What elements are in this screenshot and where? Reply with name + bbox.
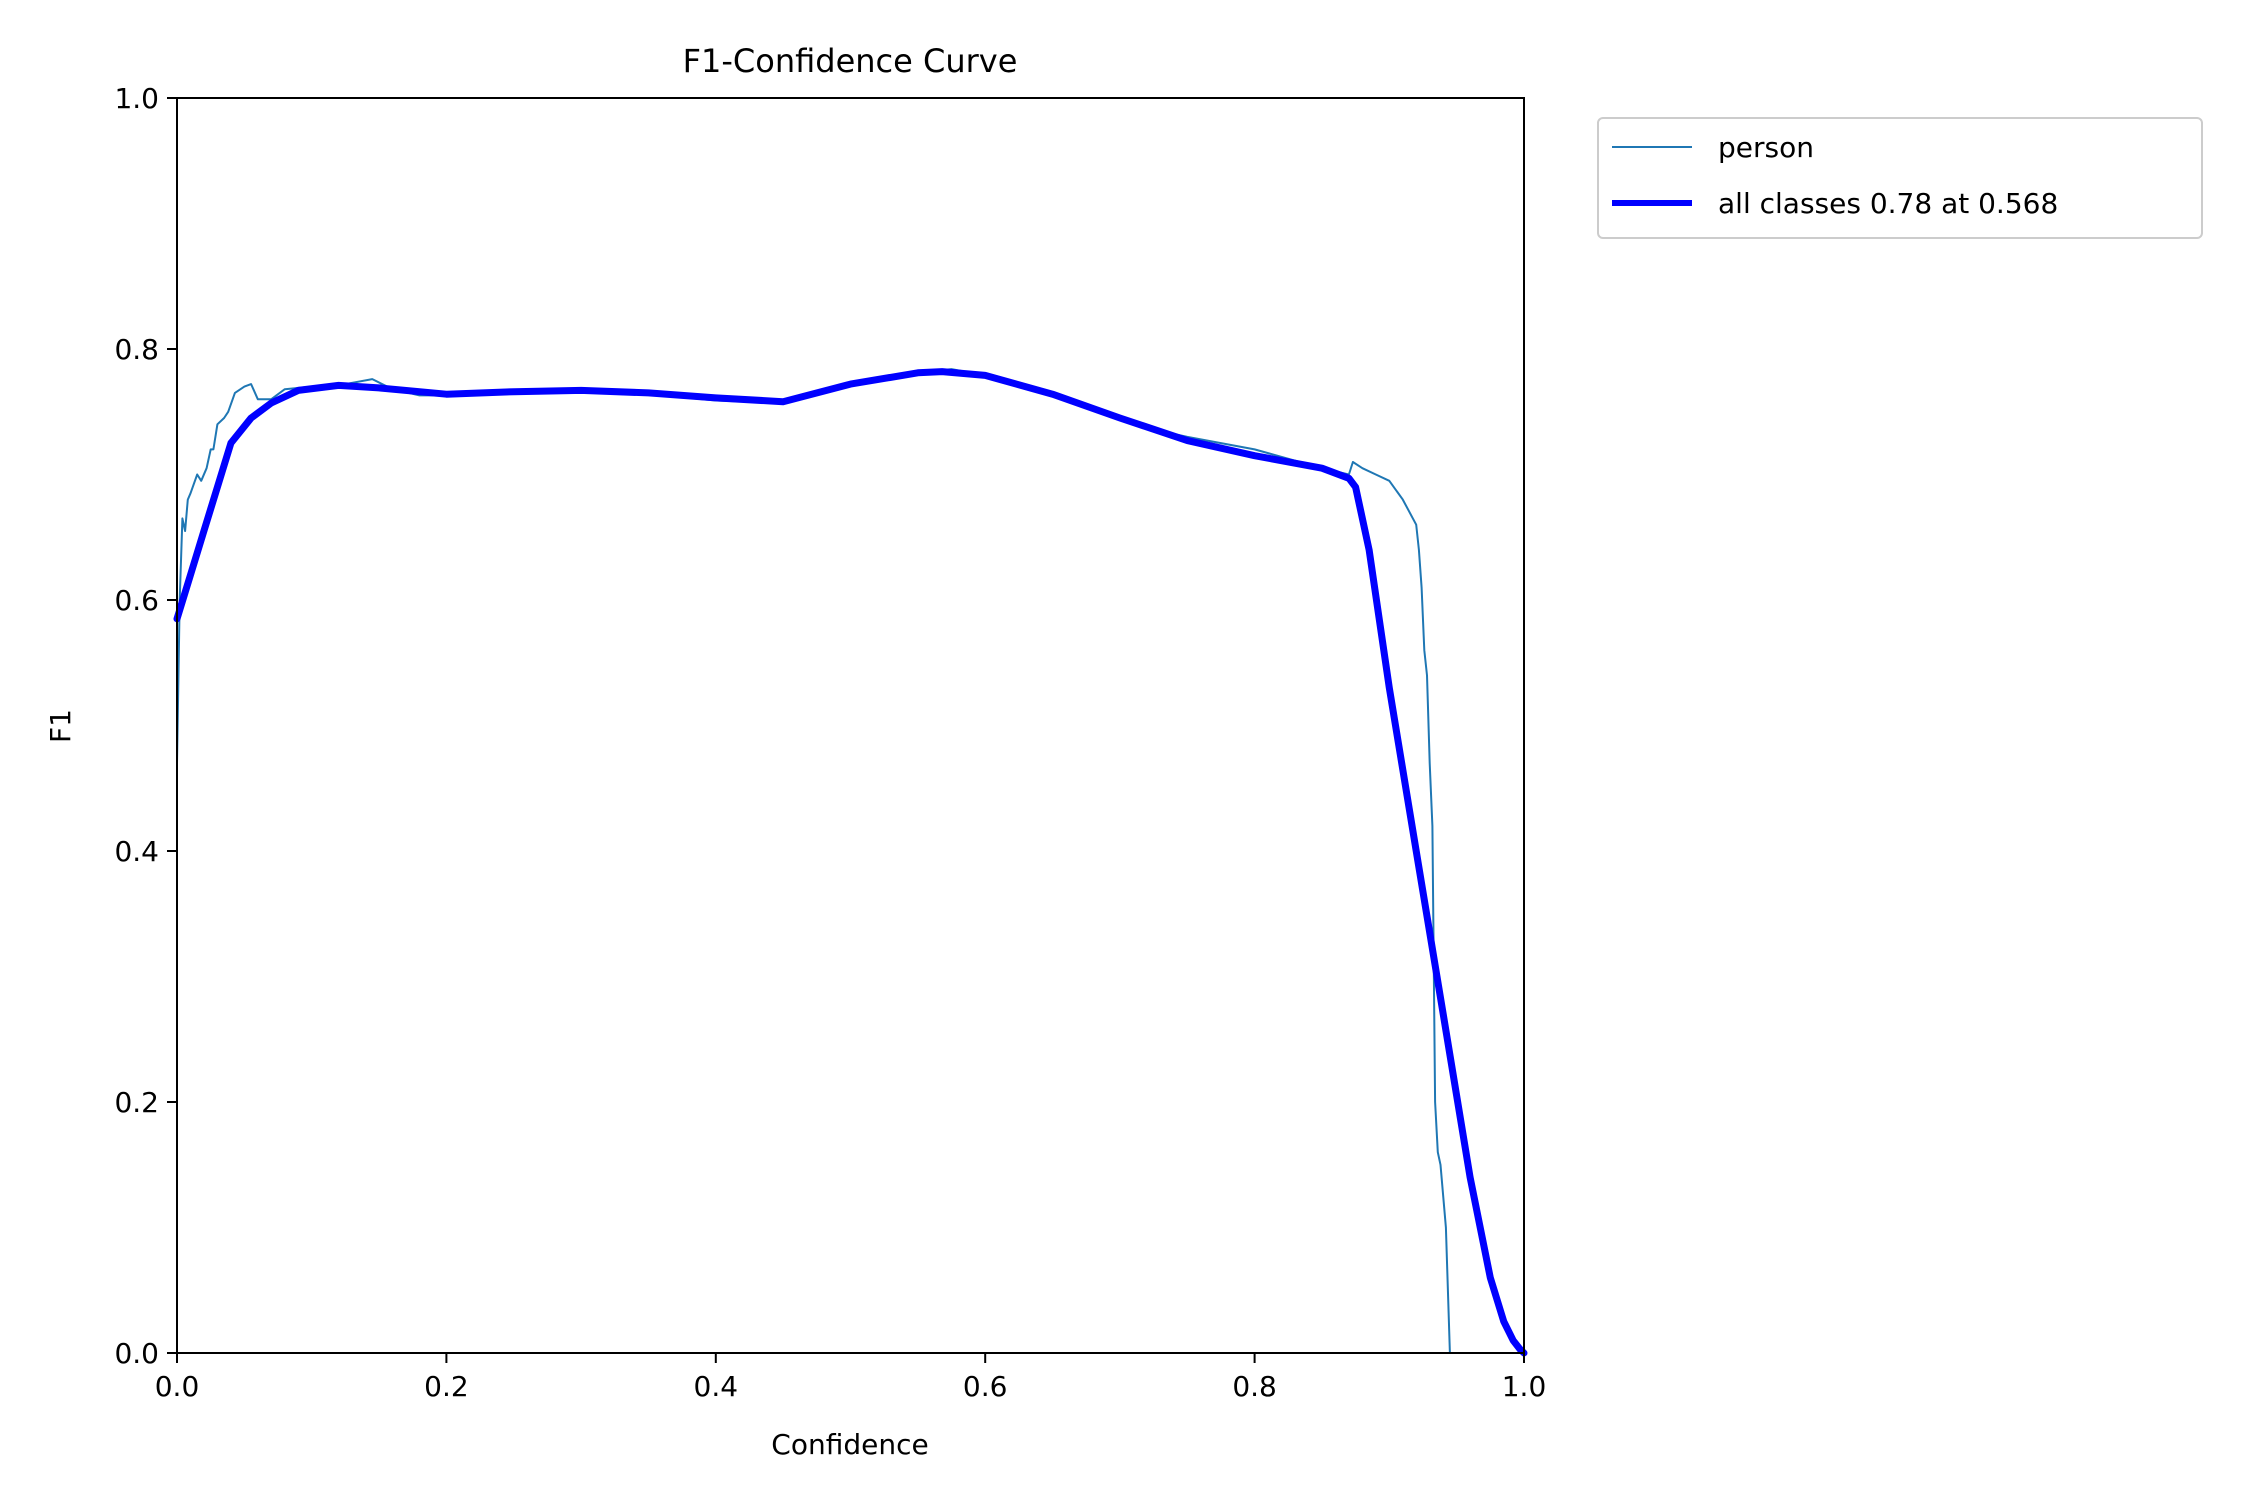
x-tick-label: 0.2	[424, 1370, 469, 1403]
plot-area	[177, 98, 1524, 1353]
y-tick-label: 0.0	[114, 1337, 159, 1370]
legend-box	[1597, 117, 2203, 239]
y-tick-label: 0.4	[114, 835, 159, 868]
x-tick-label: 0.6	[963, 1370, 1008, 1403]
x-tick-label: 1.0	[1502, 1370, 1547, 1403]
y-axis-label: F1	[44, 709, 77, 743]
chart-title: F1-Confidence Curve	[683, 42, 1018, 80]
series-layer	[173, 368, 1528, 1357]
y-tick-label: 0.2	[114, 1086, 159, 1119]
y-tick-label: 0.8	[114, 333, 159, 366]
y-axis-ticks: 0.0 0.2 0.4 0.6 0.8 1.0	[114, 82, 177, 1370]
x-axis-label: Confidence	[771, 1428, 928, 1461]
x-tick-label: 0.4	[694, 1370, 739, 1403]
x-tick-label: 0.8	[1232, 1370, 1277, 1403]
x-axis-ticks: 0.0 0.2 0.4 0.6 0.8 1.0	[155, 1353, 1547, 1403]
legend: person all classes 0.78 at 0.568	[1597, 117, 2203, 239]
plot-frame	[176, 97, 1525, 1354]
series-line-all-classes	[173, 368, 1528, 1357]
legend-label-person: person	[1718, 131, 1814, 164]
x-tick-label: 0.0	[155, 1370, 200, 1403]
y-tick-label: 0.6	[114, 584, 159, 617]
legend-label-all-classes: all classes 0.78 at 0.568	[1718, 187, 2058, 220]
y-tick-label: 1.0	[114, 82, 159, 115]
